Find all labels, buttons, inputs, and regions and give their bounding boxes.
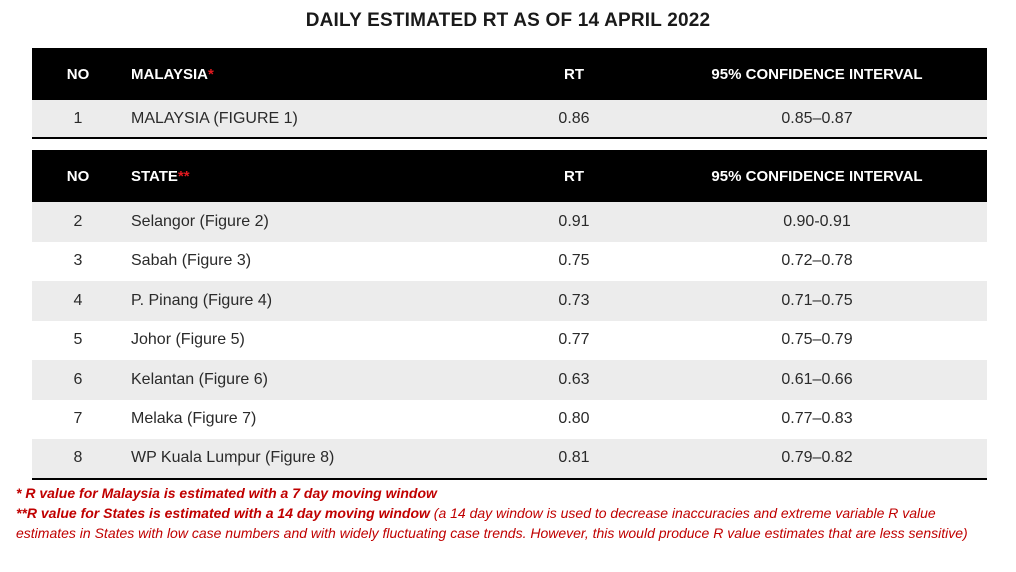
cell-no: 7	[73, 410, 83, 428]
column-header-rt: RT	[564, 167, 584, 185]
cell-name: Johor (Figure 5)	[131, 331, 245, 349]
table-row: 7 Melaka (Figure 7) 0.80 0.77–0.83	[32, 399, 987, 439]
cell-no: 6	[73, 370, 83, 388]
column-header-rt: RT	[564, 65, 584, 83]
cell-rt: 0.63	[558, 370, 590, 388]
cell-name: P. Pinang (Figure 4)	[131, 291, 273, 309]
column-header-label: STATE	[131, 167, 178, 185]
footnote-malaysia-text: * R value for Malaysia is estimated with…	[16, 485, 437, 501]
footnote-states-explanation: (a 14 day window is used to decrease ina…	[16, 505, 968, 541]
column-header-state: STATE**	[124, 150, 501, 202]
column-header-ci: 95% CONFIDENCE INTERVAL	[711, 167, 923, 185]
table-row: 1 MALAYSIA (FIGURE 1) 0.86 0.85–0.87	[32, 100, 987, 138]
cell-no: 1	[73, 109, 83, 127]
cell-rt: 0.91	[558, 212, 590, 230]
column-header-no: NO	[66, 167, 90, 185]
cell-name: MALAYSIA (FIGURE 1)	[131, 109, 298, 127]
cell-rt: 0.80	[558, 410, 590, 428]
cell-ci: 0.85–0.87	[781, 109, 853, 127]
cell-rt: 0.73	[558, 291, 590, 309]
state-rt-table: NO STATE** RT 95% CONFIDENCE INTERVAL 2 …	[32, 150, 987, 480]
footnote-marker: *	[207, 65, 214, 83]
column-header-label: MALAYSIA	[131, 65, 208, 83]
cell-no: 2	[73, 212, 83, 230]
footnote-states: **R value for States is estimated with a…	[16, 503, 976, 543]
footnote-marker: **	[177, 167, 190, 185]
malaysia-rt-table: NO MALAYSIA* RT 95% CONFIDENCE INTERVAL …	[32, 48, 987, 139]
cell-ci: 0.79–0.82	[781, 449, 853, 467]
table-row: 2 Selangor (Figure 2) 0.91 0.90-0.91	[32, 202, 987, 242]
cell-ci: 0.72–0.78	[781, 252, 853, 270]
footnote-states-bold-text: **R value for States is estimated with a…	[16, 505, 430, 521]
table-row: 3 Sabah (Figure 3) 0.75 0.72–0.78	[32, 241, 987, 281]
cell-name: Selangor (Figure 2)	[131, 212, 269, 230]
cell-no: 3	[73, 252, 83, 270]
cell-name: Kelantan (Figure 6)	[131, 370, 268, 388]
column-header-no: NO	[66, 65, 90, 83]
page-title: DAILY ESTIMATED RT AS OF 14 APRIL 2022	[305, 10, 711, 31]
cell-no: 5	[73, 331, 83, 349]
table-row: 6 Kelantan (Figure 6) 0.63 0.61–0.66	[32, 360, 987, 400]
cell-rt: 0.81	[558, 449, 590, 467]
cell-name: Sabah (Figure 3)	[131, 252, 252, 270]
cell-ci: 0.61–0.66	[781, 370, 853, 388]
cell-no: 8	[73, 449, 83, 467]
cell-rt: 0.75	[558, 252, 590, 270]
column-header-ci: 95% CONFIDENCE INTERVAL	[711, 65, 923, 83]
cell-rt: 0.77	[558, 331, 590, 349]
table-row: 4 P. Pinang (Figure 4) 0.73 0.71–0.75	[32, 281, 987, 321]
cell-ci: 0.71–0.75	[781, 291, 853, 309]
cell-ci: 0.75–0.79	[781, 331, 853, 349]
cell-ci: 0.77–0.83	[781, 410, 853, 428]
footnote-malaysia: * R value for Malaysia is estimated with…	[16, 483, 976, 503]
table-row: 5 Johor (Figure 5) 0.77 0.75–0.79	[32, 320, 987, 360]
cell-name: Melaka (Figure 7)	[131, 410, 257, 428]
table-header-row: NO STATE** RT 95% CONFIDENCE INTERVAL	[32, 150, 987, 202]
column-header-malaysia: MALAYSIA*	[124, 48, 501, 100]
cell-name: WP Kuala Lumpur (Figure 8)	[131, 449, 335, 467]
footnotes: * R value for Malaysia is estimated with…	[16, 483, 976, 543]
table-header-row: NO MALAYSIA* RT 95% CONFIDENCE INTERVAL	[32, 48, 987, 100]
cell-no: 4	[73, 291, 83, 309]
cell-ci: 0.90-0.91	[783, 212, 851, 230]
table-row: 8 WP Kuala Lumpur (Figure 8) 0.81 0.79–0…	[32, 439, 987, 479]
cell-rt: 0.86	[558, 109, 590, 127]
